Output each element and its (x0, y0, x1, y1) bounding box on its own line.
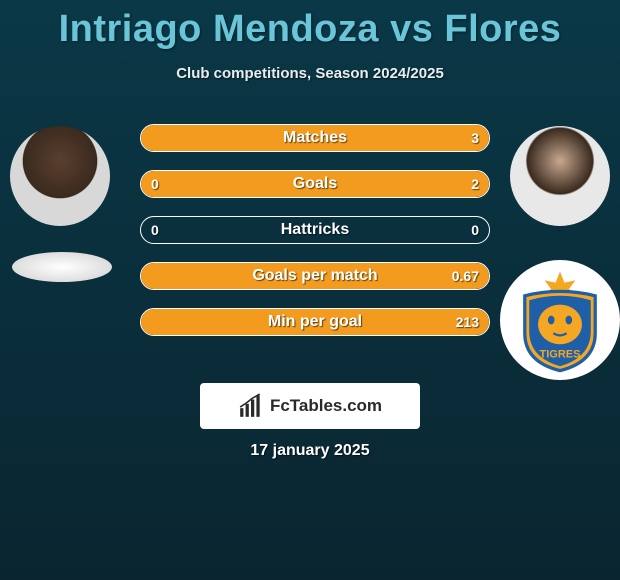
chart-icon (238, 393, 264, 419)
stat-label: Hattricks (141, 217, 489, 243)
stat-label: Min per goal (141, 309, 489, 335)
stat-label: Goals per match (141, 263, 489, 289)
page-title: Intriago Mendoza vs Flores (0, 0, 620, 51)
page-subtitle: Club competitions, Season 2024/2025 (0, 65, 620, 82)
stat-row: 3Matches (140, 124, 490, 152)
tigres-shield-icon: TIGRES (505, 265, 615, 375)
stat-row: 00Hattricks (140, 216, 490, 244)
svg-text:TIGRES: TIGRES (540, 348, 581, 360)
fctables-badge: FcTables.com (200, 383, 420, 429)
stat-label: Matches (141, 125, 489, 151)
badge-text: FcTables.com (270, 396, 382, 416)
player-right-avatar (510, 126, 610, 226)
stat-row: 0.67Goals per match (140, 262, 490, 290)
stat-row: 02Goals (140, 170, 490, 198)
stats-container: 3Matches 02Goals 00Hattricks 0.67Goals per … (140, 124, 490, 354)
date-label: 17 january 2025 (0, 442, 620, 460)
stat-row: 213Min per goal (140, 308, 490, 336)
stat-label: Goals (141, 171, 489, 197)
club-left-logo (12, 252, 112, 282)
club-right-logo: TIGRES (500, 260, 620, 380)
player-left-avatar (10, 126, 110, 226)
